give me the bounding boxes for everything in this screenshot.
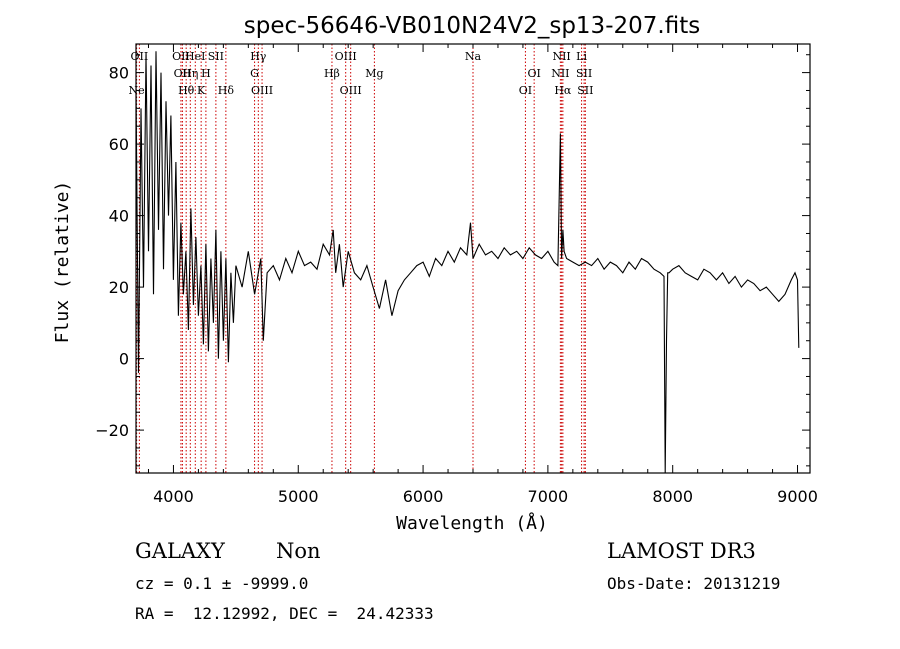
line-marker-label: OII <box>131 50 149 63</box>
line-marker-label: OI <box>527 67 540 80</box>
x-tick-label: 4000 <box>153 487 194 506</box>
x-tick-label: 6000 <box>403 487 444 506</box>
observation-date: Obs-Date: 20131219 <box>607 574 781 593</box>
line-marker-label: Hβ <box>324 67 340 80</box>
x-axis-label: Wavelength (Å) <box>396 512 548 534</box>
line-marker-label: Hα <box>554 84 572 97</box>
line-marker-label: NII <box>552 50 570 63</box>
redshift-cz: cz = 0.1 ± -9999.0 <box>135 574 309 593</box>
line-marker-label: OI <box>519 84 532 97</box>
line-marker-label: OIII <box>335 50 357 63</box>
x-tick-label: 9000 <box>777 487 818 506</box>
spectrum-line <box>136 51 800 473</box>
object-subclass: Non <box>276 539 321 563</box>
ra-dec: RA = 12.12992, DEC = 24.42333 <box>135 604 434 623</box>
line-marker-label: G <box>250 67 259 80</box>
object-class: GALAXY <box>135 539 225 563</box>
y-tick-label: 20 <box>109 278 129 297</box>
x-tick-label: 5000 <box>278 487 319 506</box>
y-tick-label: 80 <box>109 64 129 83</box>
chart-title: spec-56646-VB010N24V2_sp13-207.fits <box>244 13 700 39</box>
line-marker-label: Hδ <box>218 84 235 97</box>
y-tick-label: 40 <box>109 207 129 226</box>
x-tick-label: 8000 <box>652 487 693 506</box>
y-tick-label: −20 <box>95 421 129 440</box>
line-marker-label: SII <box>577 84 593 97</box>
line-marker-label: OII <box>174 67 192 80</box>
line-marker-label: Na <box>465 50 482 63</box>
line-marker-label: HeI <box>185 50 205 63</box>
line-marker-label: Hθ <box>178 84 195 97</box>
line-marker-label: Li <box>576 50 587 63</box>
x-axis-ticks: 4000 5000 6000 7000 8000 9000 <box>147 44 818 506</box>
line-marker-label: SII <box>576 67 592 80</box>
x-tick-label: 7000 <box>528 487 569 506</box>
survey-name: LAMOST DR3 <box>607 539 756 563</box>
y-tick-label: 60 <box>109 135 129 154</box>
emission-line-markers <box>136 44 586 473</box>
line-marker-label: Hγ <box>250 50 267 63</box>
line-marker-label: OIII <box>251 84 273 97</box>
line-marker-label: SII <box>208 50 224 63</box>
line-marker-label: H <box>201 67 211 80</box>
line-marker-label: Mg <box>365 67 383 80</box>
line-marker-label: K <box>197 84 206 97</box>
line-marker-label: OII <box>172 50 190 63</box>
line-marker-label: NII <box>551 67 569 80</box>
y-axis-label: Flux (relative) <box>52 181 73 344</box>
line-marker-label: OIII <box>340 84 362 97</box>
y-axis-ticks: −20 0 20 40 60 80 <box>95 54 810 467</box>
y-tick-label: 0 <box>119 350 129 369</box>
line-marker-label: Hη <box>182 67 198 80</box>
